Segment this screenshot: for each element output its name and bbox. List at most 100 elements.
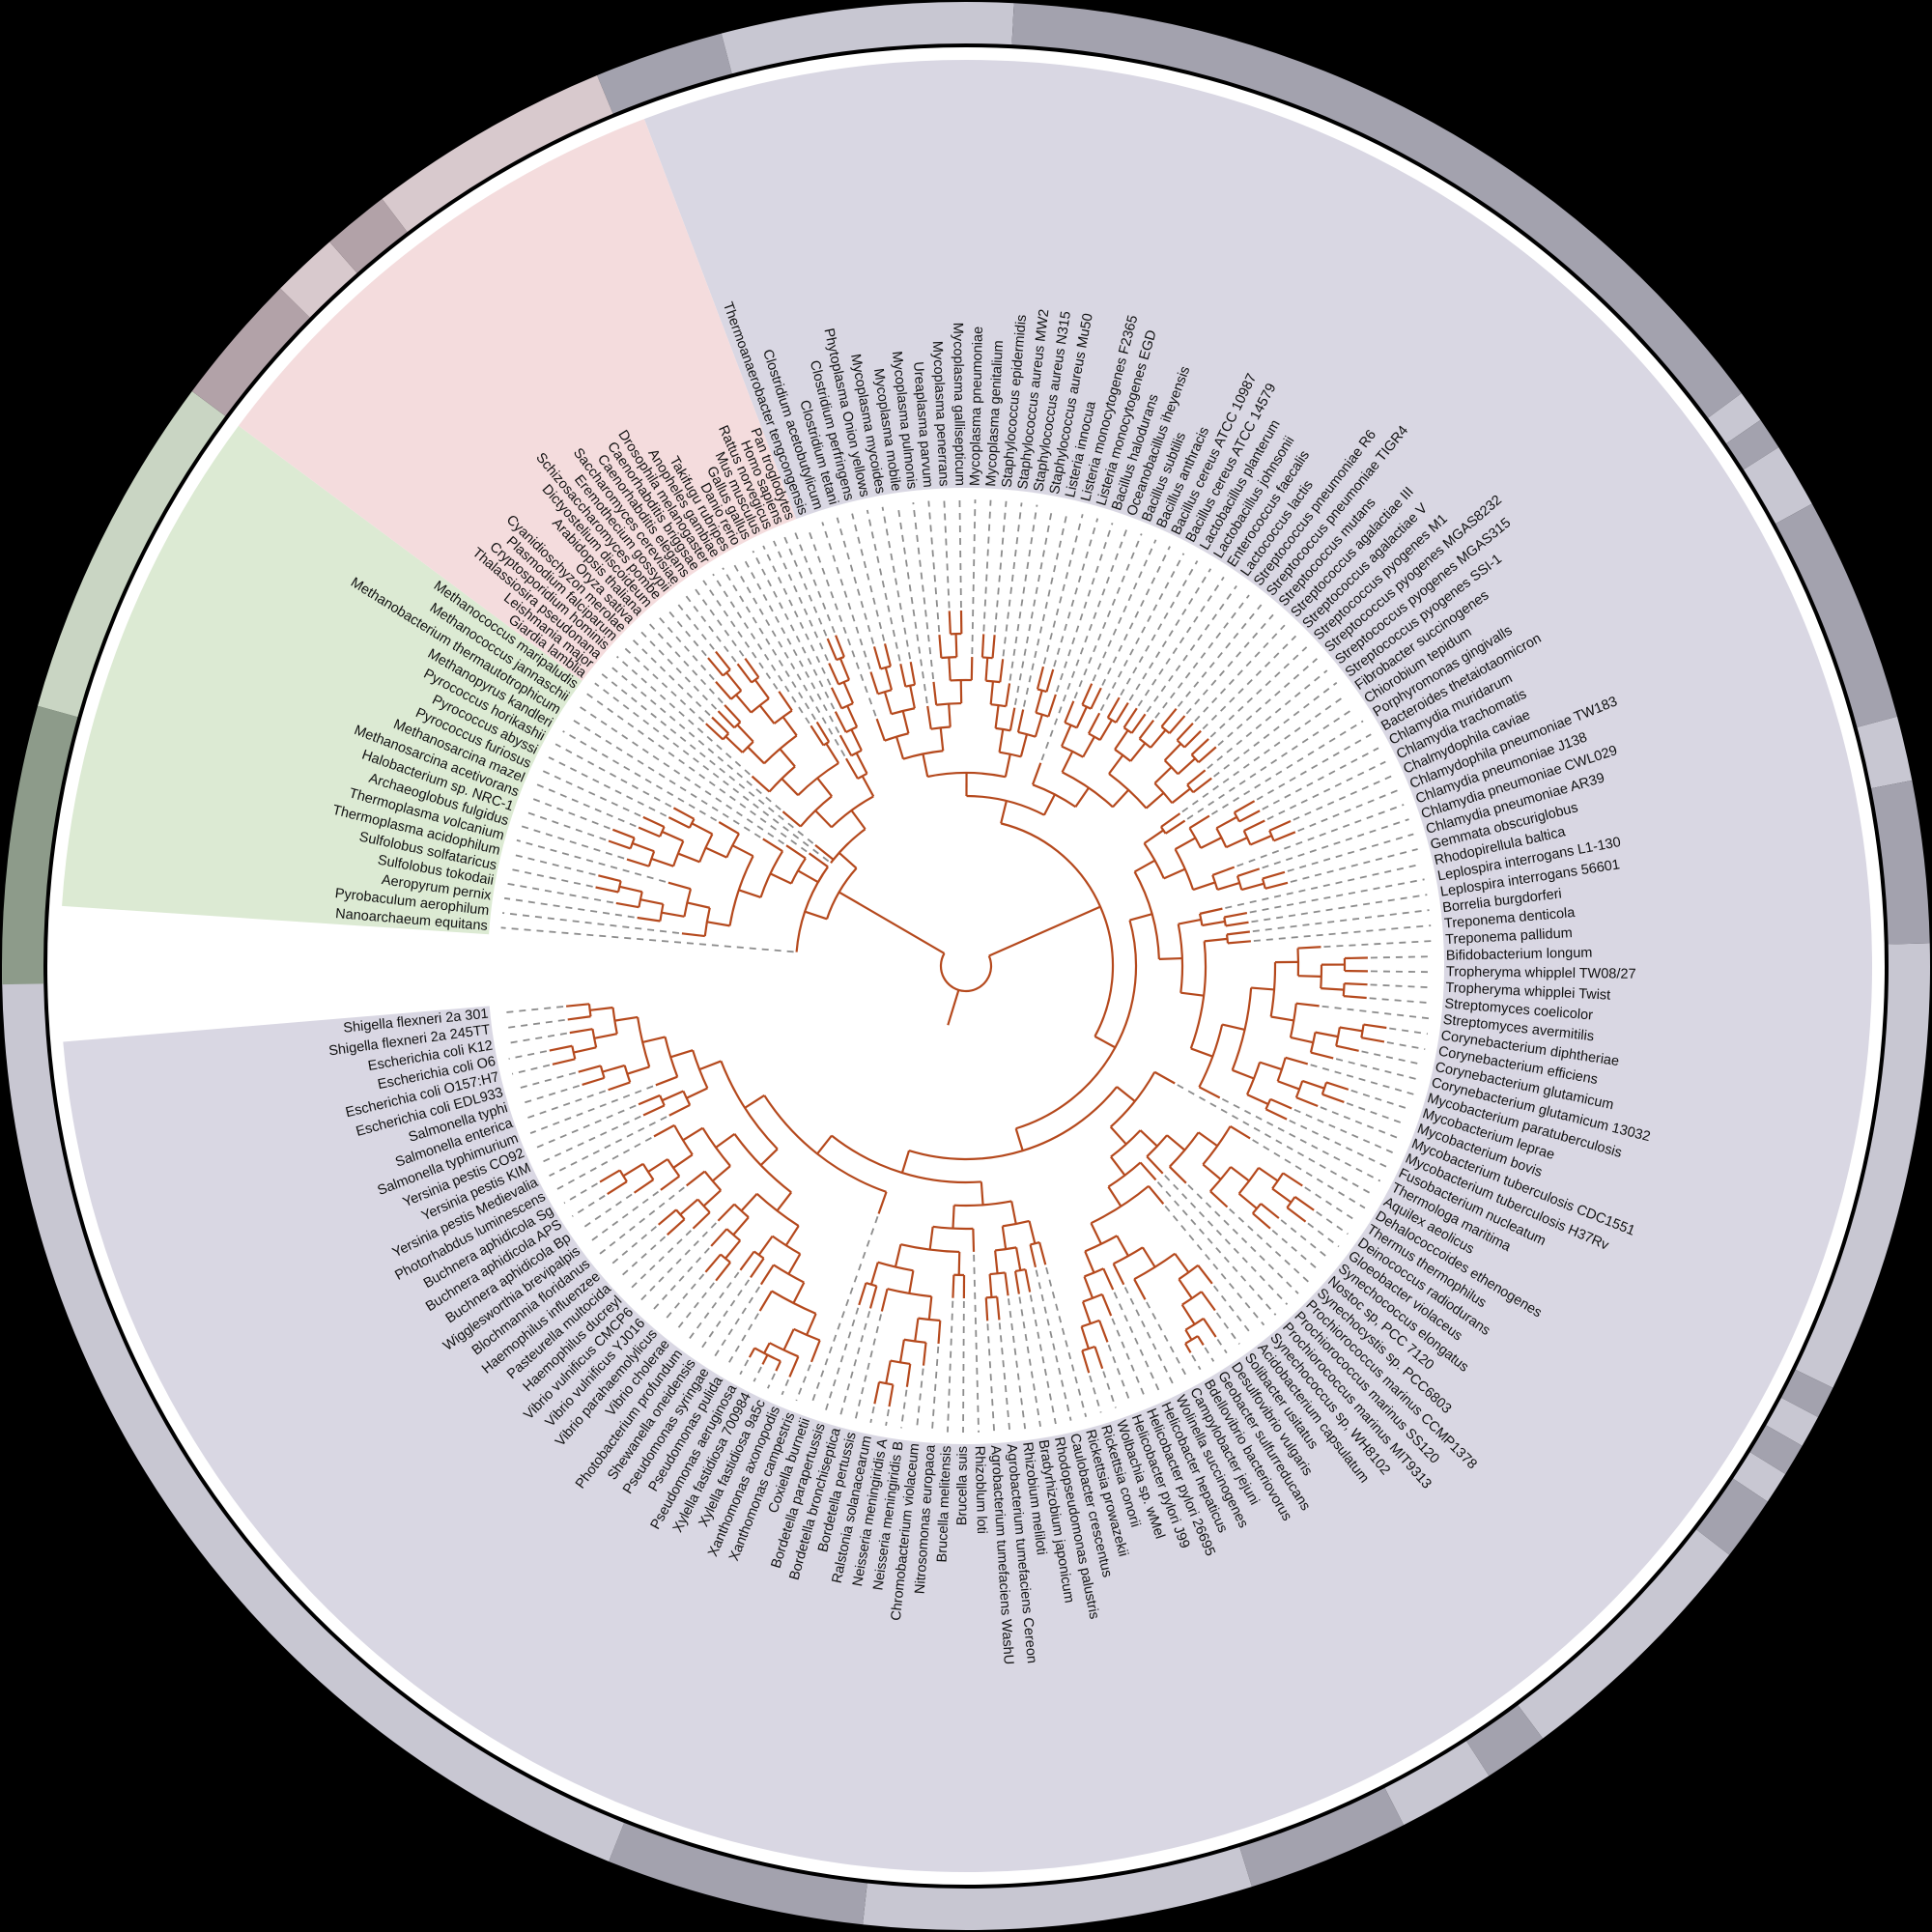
tree-branch-arc	[1189, 941, 1208, 1049]
tree-branch-arc	[1122, 726, 1133, 734]
outer-ring-segment	[191, 288, 310, 416]
outer-ring-segment	[721, 1, 1014, 74]
leader-line	[1293, 775, 1393, 821]
leader-line	[1042, 514, 1084, 665]
tree-branch	[988, 1273, 993, 1298]
tree-branch	[868, 1286, 878, 1309]
tree-branch	[781, 716, 798, 737]
tree-branch	[996, 1296, 1001, 1321]
tree-branch-arc	[1177, 923, 1184, 993]
leader-line	[1146, 1301, 1188, 1378]
tree-branch-arc	[647, 850, 656, 867]
leader-line	[639, 631, 718, 710]
leader-line	[1307, 1222, 1340, 1248]
tree-branch	[1178, 918, 1202, 925]
tree-branch	[1282, 1172, 1303, 1187]
tree-branch	[948, 703, 952, 727]
tree-branch	[1108, 754, 1124, 775]
leader-line	[1370, 970, 1433, 974]
leader-line	[993, 500, 1008, 633]
tree-branch	[1198, 1086, 1221, 1099]
tree-branch-arc	[1107, 716, 1117, 724]
tree-branch-arc	[1342, 983, 1346, 997]
tree-branch	[667, 1218, 686, 1236]
tree-branch	[1110, 1155, 1126, 1177]
tree-branch	[1236, 867, 1261, 877]
leader-line	[712, 573, 810, 724]
leader-line	[535, 782, 637, 828]
tree-branch	[895, 736, 905, 759]
leader-line	[1215, 1312, 1240, 1345]
leader-line	[702, 580, 779, 690]
tree-branch	[815, 721, 831, 743]
tree-branch	[877, 1191, 888, 1214]
outer-ring-segment	[863, 1847, 1252, 1931]
tree-branch	[736, 663, 753, 684]
tree-branch	[1165, 819, 1186, 835]
tree-branch	[1183, 729, 1202, 749]
leader-line	[1236, 804, 1405, 867]
leader-line	[1045, 1266, 1088, 1417]
leader-line	[1316, 1210, 1349, 1236]
tree-branch	[598, 874, 621, 883]
leader-line	[982, 499, 992, 632]
leader-line	[629, 1230, 692, 1291]
tree-branch	[1202, 1318, 1217, 1338]
tree-branch	[1004, 753, 1011, 778]
tree-branch	[1295, 1096, 1319, 1108]
tree-branch	[1190, 738, 1209, 756]
leader-line	[1256, 733, 1372, 801]
tree-branch	[1047, 694, 1057, 718]
tree-branch-arc	[1133, 1252, 1176, 1281]
tree-branch	[611, 828, 636, 839]
leader-line	[571, 1194, 606, 1217]
tree-branch	[880, 1288, 889, 1312]
leader-line	[1221, 1097, 1381, 1182]
outer-ring-segment	[1708, 393, 1761, 444]
tree-branch	[632, 841, 655, 853]
leader-line	[1252, 909, 1430, 933]
tree-branch	[1301, 1079, 1325, 1090]
outer-ring-segment	[597, 33, 732, 114]
tree-branch	[984, 1297, 989, 1321]
tree-branch	[810, 724, 825, 747]
leader-line	[535, 1104, 637, 1149]
leader-line	[1186, 707, 1355, 820]
outer-ring-segment	[1749, 1425, 1803, 1474]
tree-branch	[1180, 991, 1205, 997]
leader-line	[502, 912, 680, 934]
leader-line	[1335, 1058, 1419, 1081]
tree-branch	[1148, 1185, 1165, 1205]
outer-ring-segment	[1733, 1452, 1786, 1502]
leader-line	[503, 1018, 565, 1030]
tree-branch	[1176, 722, 1194, 742]
leader-line	[1102, 1371, 1117, 1408]
outer-ring-segment	[2, 966, 625, 1861]
tree-branch	[753, 679, 770, 699]
tree-branch-arc	[1082, 1293, 1103, 1303]
tree-branch-arc	[751, 676, 759, 684]
leader-line	[766, 1373, 776, 1389]
tree-branch	[715, 1262, 731, 1282]
tree-branch	[738, 889, 761, 898]
tree-branch	[1084, 1250, 1095, 1273]
leader-line	[618, 1236, 667, 1279]
tree-branch	[668, 816, 691, 829]
tree-branch	[1083, 1276, 1094, 1299]
tree-branch	[972, 1228, 976, 1252]
leader-line	[998, 1322, 1011, 1431]
tree-branch	[1297, 975, 1321, 978]
tree-branch	[939, 727, 945, 752]
tree-branch-arc	[1309, 1032, 1317, 1053]
tree-branch	[715, 650, 731, 670]
tree-branch	[1178, 1278, 1193, 1299]
leader-line	[687, 1271, 740, 1342]
tree-branch	[758, 1290, 773, 1312]
species-label: Mycoplasma pneumoniae	[968, 327, 986, 487]
tree-branch	[705, 846, 727, 859]
leader-line	[986, 1323, 996, 1433]
tree-branch	[826, 638, 838, 661]
leader-line	[1287, 833, 1414, 872]
tree-branch	[1204, 937, 1228, 943]
tree-branch	[661, 830, 684, 842]
